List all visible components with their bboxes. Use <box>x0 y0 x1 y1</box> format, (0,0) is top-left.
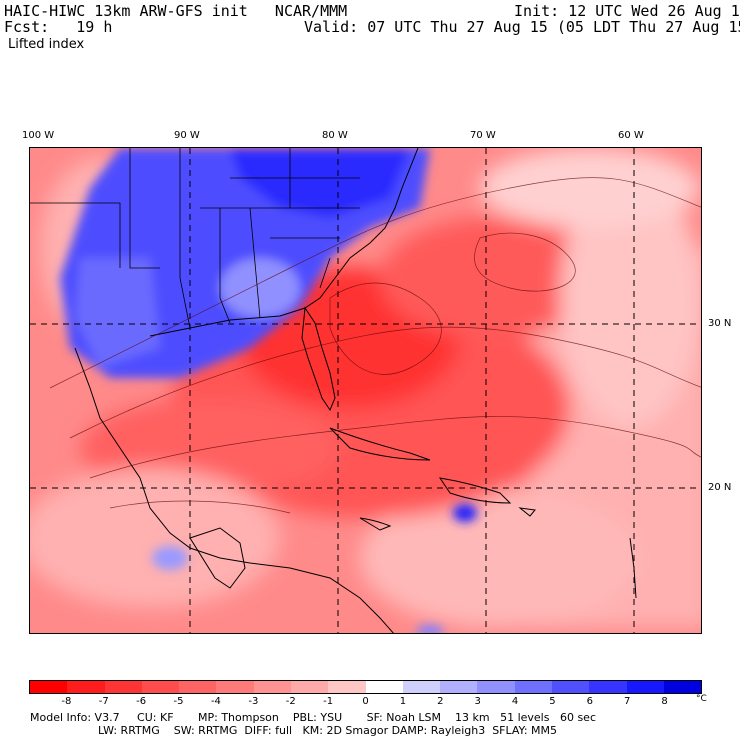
colorbar-tick-label: 5 <box>549 696 556 707</box>
colorbar-cell <box>30 681 68 693</box>
lon-label-90w: 90 W <box>174 130 200 141</box>
lon-label-60w: 60 W <box>618 130 644 141</box>
field-name: Lifted index <box>8 37 85 52</box>
colorbar-tick-label: -7 <box>98 696 109 707</box>
map-canvas <box>30 148 701 633</box>
forecast-hour: Fcst: 19 h <box>4 18 113 36</box>
lon-label-100w: 100 W <box>22 130 55 141</box>
colorbar-cell <box>589 681 627 693</box>
colorbar-tick-label: 3 <box>474 696 481 707</box>
colorbar-cell <box>551 681 590 693</box>
model-info-line2: LW: RRTMG SW: RRTMG DIFF: full KM: 2D Sm… <box>98 724 558 737</box>
colorbar <box>29 680 702 694</box>
colorbar-cell <box>477 681 515 693</box>
colorbar-cell <box>141 681 180 693</box>
graticule <box>30 148 701 633</box>
colorbar-cell <box>626 681 664 693</box>
colorbar-cell <box>216 681 254 693</box>
state-borders <box>30 148 360 329</box>
colorbar-tick-label: 0 <box>362 696 369 707</box>
contours <box>49 177 701 514</box>
colorbar-tick-label: 4 <box>511 696 519 707</box>
lon-label-70w: 70 W <box>470 130 496 141</box>
colorbar-cell <box>253 681 291 693</box>
model-info-line1: Model Info: V3.7 CU: KF MP: Thompson PBL… <box>30 711 596 724</box>
colorbar-tick-label: -2 <box>285 696 296 707</box>
colorbar-cell <box>365 681 403 693</box>
colorbar-tick-label: -6 <box>136 696 147 707</box>
colorbar-tick-label: -1 <box>323 696 334 707</box>
valid-time: Valid: 07 UTC Thu 27 Aug 15 (05 LDT Thu … <box>304 18 740 36</box>
lat-label-30n: 30 N <box>708 318 732 329</box>
lifted-index-map <box>29 147 702 634</box>
colorbar-ticks: -8 -7 -6 -5 -4 -3 -2 -1 0 1 2 3 4 5 6 7 8 <box>29 696 702 708</box>
colorbar-cell <box>514 681 552 693</box>
colorbar-cell <box>179 681 217 693</box>
colorbar-tick-label: -8 <box>61 696 72 707</box>
colorbar-cell <box>440 681 478 693</box>
lon-label-80w: 80 W <box>322 130 348 141</box>
colorbar-tick-label: 1 <box>399 696 407 707</box>
colorbar-tick-label: -3 <box>248 696 259 707</box>
colorbar-cell <box>328 681 366 693</box>
colorbar-unit: °C <box>696 694 707 704</box>
colorbar-tick-label: 7 <box>624 696 631 707</box>
colorbar-tick-label: -4 <box>210 696 221 707</box>
colorbar-cell <box>663 681 702 693</box>
colorbar-cell <box>104 681 142 693</box>
colorbar-tick-label: 8 <box>661 696 668 707</box>
lat-label-20n: 20 N <box>708 482 732 493</box>
colorbar-tick-label: 2 <box>437 696 444 707</box>
colorbar-cell <box>290 681 329 693</box>
colorbar-cell <box>67 681 105 693</box>
colorbar-tick-label: -5 <box>173 696 184 707</box>
init-time: Init: 12 UTC Wed 26 Aug 15 <box>514 2 740 20</box>
colorbar-cell <box>402 681 441 693</box>
colorbar-tick-label: 6 <box>586 696 594 707</box>
model-title: HAIC-HIWC 13km ARW-GFS init NCAR/MMM <box>4 2 348 20</box>
